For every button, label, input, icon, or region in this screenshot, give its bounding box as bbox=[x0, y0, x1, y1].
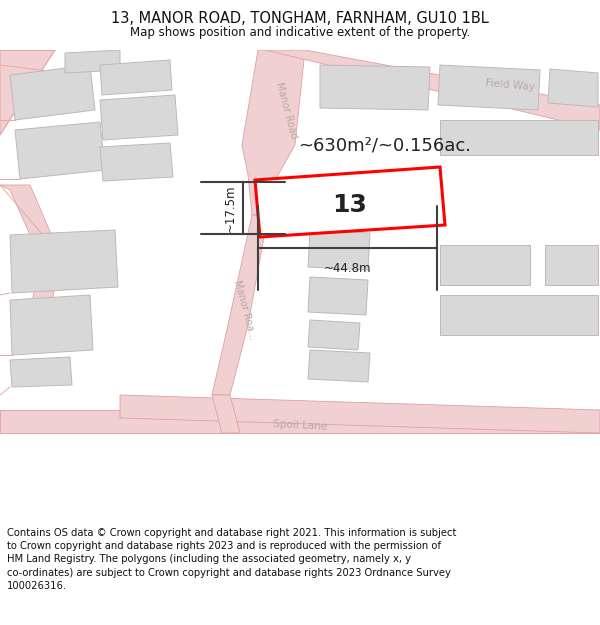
Polygon shape bbox=[440, 245, 530, 285]
Text: ~630m²/~0.156ac.: ~630m²/~0.156ac. bbox=[299, 136, 472, 154]
Polygon shape bbox=[440, 120, 598, 155]
Text: ~17.5m: ~17.5m bbox=[224, 184, 237, 232]
Text: Manor Roa...: Manor Roa... bbox=[232, 279, 258, 341]
Polygon shape bbox=[0, 185, 60, 315]
Polygon shape bbox=[100, 143, 173, 181]
Text: Spoil Lane: Spoil Lane bbox=[273, 419, 327, 431]
Text: Field Way: Field Way bbox=[485, 78, 535, 92]
Polygon shape bbox=[320, 65, 430, 110]
Polygon shape bbox=[265, 50, 600, 130]
Text: Contains OS data © Crown copyright and database right 2021. This information is : Contains OS data © Crown copyright and d… bbox=[7, 528, 457, 591]
Polygon shape bbox=[10, 230, 118, 293]
Polygon shape bbox=[242, 50, 305, 215]
Polygon shape bbox=[120, 395, 600, 433]
Polygon shape bbox=[308, 230, 370, 270]
Polygon shape bbox=[0, 410, 600, 433]
Text: Manor Road: Manor Road bbox=[274, 81, 298, 139]
Polygon shape bbox=[308, 320, 360, 350]
Polygon shape bbox=[212, 215, 268, 395]
Polygon shape bbox=[0, 50, 55, 135]
Text: 13, MANOR ROAD, TONGHAM, FARNHAM, GU10 1BL: 13, MANOR ROAD, TONGHAM, FARNHAM, GU10 1… bbox=[111, 11, 489, 26]
Polygon shape bbox=[308, 277, 368, 315]
Polygon shape bbox=[15, 122, 105, 179]
Polygon shape bbox=[212, 395, 240, 433]
Polygon shape bbox=[255, 167, 445, 237]
Polygon shape bbox=[100, 95, 178, 140]
Polygon shape bbox=[65, 50, 120, 73]
Polygon shape bbox=[438, 65, 540, 110]
Text: 13: 13 bbox=[332, 193, 367, 217]
Text: ~44.8m: ~44.8m bbox=[324, 262, 371, 275]
Polygon shape bbox=[548, 69, 598, 107]
Polygon shape bbox=[100, 60, 172, 95]
Text: Map shows position and indicative extent of the property.: Map shows position and indicative extent… bbox=[130, 26, 470, 39]
Polygon shape bbox=[10, 65, 95, 120]
Polygon shape bbox=[545, 245, 598, 285]
Polygon shape bbox=[440, 295, 598, 335]
Polygon shape bbox=[10, 295, 93, 355]
Polygon shape bbox=[308, 350, 370, 382]
Polygon shape bbox=[10, 357, 72, 387]
